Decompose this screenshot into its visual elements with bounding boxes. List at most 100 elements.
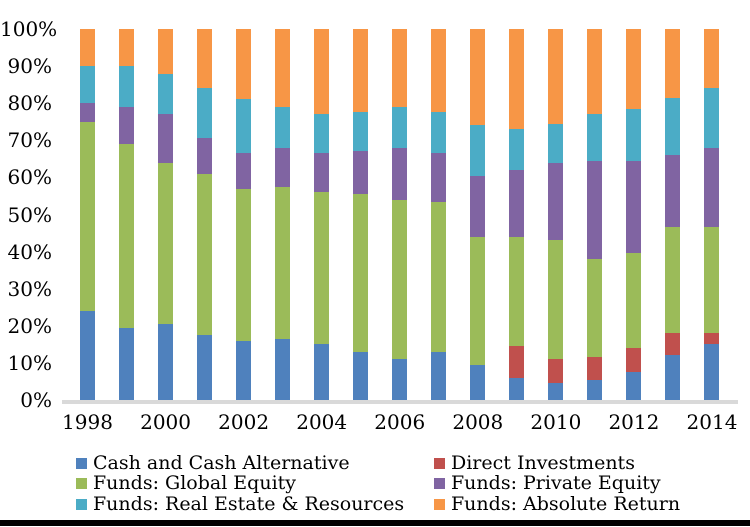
bar-segment [119, 29, 135, 67]
bar-segment [509, 129, 525, 170]
bar-segment [665, 227, 681, 334]
bar-segment [665, 355, 681, 400]
bar-segment [470, 175, 486, 237]
bar-segment [626, 348, 642, 373]
x-axis-tick-label: 2010 [530, 410, 582, 434]
legend-swatch-icon [76, 498, 87, 510]
y-axis-tick-label: 60% [7, 165, 52, 190]
bar-segment [509, 236, 525, 347]
x-axis-tick-label: 2008 [452, 410, 504, 434]
bar-segment [704, 88, 720, 148]
bar-segment [509, 29, 525, 130]
y-axis-tick-label: 90% [7, 54, 52, 79]
bar-segment [704, 227, 720, 334]
bar-segment [704, 29, 720, 89]
bar-segment [587, 379, 603, 400]
bar-segment [704, 344, 720, 400]
bar-segment [587, 114, 603, 161]
legend-swatch-icon [434, 498, 445, 510]
bar-segment [353, 194, 369, 352]
bar-segment [80, 121, 95, 311]
bar-segment [314, 29, 330, 115]
y-axis-tick-label: 20% [7, 313, 52, 338]
bar-segment [197, 173, 213, 336]
bar-segment [119, 66, 135, 107]
legend-swatch-icon [76, 478, 87, 489]
bar-segment [197, 138, 213, 174]
bar-segment [587, 357, 603, 380]
bar-segment [236, 29, 252, 100]
bar-segment [236, 99, 252, 154]
legend-item: Funds: Real Estate & Resources [76, 494, 404, 514]
bar-segment [158, 323, 174, 400]
bar-segment [704, 333, 720, 345]
bar-segment [158, 29, 174, 74]
bar-segment [275, 186, 291, 339]
chart-bottom-border [0, 520, 750, 526]
legend-item-label: Direct Investments [451, 451, 635, 474]
bar-segment [431, 29, 447, 113]
bar-segment [509, 377, 525, 400]
bar-segment [314, 344, 330, 400]
bar-segment [275, 147, 291, 187]
bar-segment [626, 253, 642, 349]
legend-item: Funds: Absolute Return [434, 494, 680, 514]
x-axis-tick-label: 2004 [296, 410, 348, 434]
bar-segment [431, 112, 447, 154]
y-axis-tick-label: 70% [7, 128, 52, 153]
legend-swatch-icon [76, 457, 87, 469]
bar-segment [626, 160, 642, 254]
bar-segment [548, 162, 564, 241]
bar-segment [665, 333, 681, 356]
bar-segment [509, 346, 525, 378]
y-axis-tick-label: 10% [7, 350, 52, 375]
bar-segment [80, 66, 95, 104]
legend-item: Direct Investments [434, 453, 635, 473]
x-axis-line [62, 400, 738, 404]
bar-segment [119, 327, 135, 400]
y-axis-tick-label: 0% [20, 388, 52, 412]
x-axis-tick-label: 1998 [62, 410, 113, 434]
bar-segment [353, 351, 369, 400]
bar-segment [626, 372, 642, 400]
bar-segment [236, 188, 252, 341]
bar-segment [197, 29, 213, 89]
legend-item: Cash and Cash Alternative [76, 453, 350, 473]
bar-segment [119, 106, 135, 144]
legend-item-label: Funds: Private Equity [451, 472, 661, 494]
bar-segment [548, 359, 564, 384]
y-axis-tick-label: 40% [7, 239, 52, 264]
y-axis-tick-label: 100% [0, 17, 58, 41]
bar-segment [392, 106, 408, 148]
bar-segment [470, 125, 486, 176]
bar-segment [470, 236, 486, 365]
legend-item-label: Funds: Absolute Return [451, 492, 681, 515]
legend-item: Funds: Global Equity [76, 473, 296, 493]
bar-segment [431, 153, 447, 202]
bar-segment [353, 112, 369, 152]
bar-segment [197, 88, 213, 139]
bar-segment [158, 114, 174, 163]
bar-segment [509, 169, 525, 237]
bar-segment [587, 259, 603, 358]
x-axis-tick-label: 2006 [374, 410, 426, 434]
legend-item-label: Funds: Global Equity [93, 472, 297, 494]
bar-segment [275, 106, 291, 148]
bar-segment [353, 29, 369, 113]
y-axis-tick-label: 50% [7, 202, 52, 227]
bar-segment [431, 351, 447, 400]
bar-segment [158, 162, 174, 324]
bar-segment [470, 364, 486, 400]
bar-segment [158, 73, 174, 115]
bar-segment [314, 114, 330, 154]
bar-segment [353, 151, 369, 195]
x-axis-tick-label: 2002 [218, 410, 270, 434]
bar-segment [626, 108, 642, 161]
bar-segment [275, 338, 291, 400]
bar-segment [392, 199, 408, 360]
bar-segment [197, 335, 213, 400]
bar-segment [548, 29, 564, 124]
bar-segment [470, 29, 486, 126]
bar-segment [587, 160, 603, 260]
